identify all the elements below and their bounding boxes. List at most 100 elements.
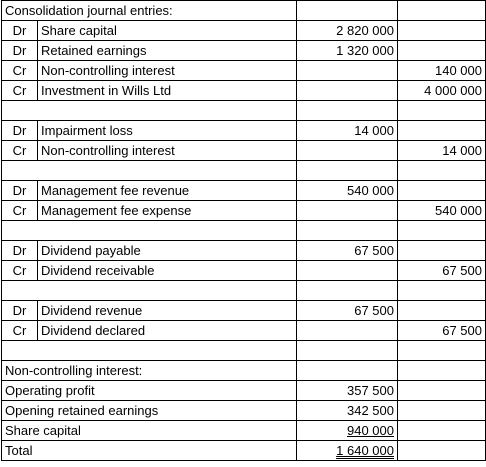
empty-cell <box>397 400 486 421</box>
blank-row <box>1 220 486 241</box>
journal-line: Cr Management fee expense 540 000 <box>1 200 486 221</box>
nci-row: Total 1 640 000 <box>1 440 486 461</box>
account-name: Investment in Wills Ltd <box>37 80 297 101</box>
blank-row <box>1 280 486 301</box>
dr-cr-indicator: Cr <box>1 260 38 281</box>
credit-amount <box>397 180 486 201</box>
journal-line: Cr Investment in Wills Ltd 4 000 000 <box>1 80 486 101</box>
journal-line: Dr Management fee revenue 540 000 <box>1 180 486 201</box>
account-name: Dividend receivable <box>37 260 297 281</box>
empty-cell <box>397 280 486 301</box>
dr-cr-indicator: Cr <box>1 200 38 221</box>
credit-amount <box>397 40 486 61</box>
dr-cr-indicator: Dr <box>1 240 38 261</box>
empty-cell <box>296 340 398 361</box>
debit-amount <box>296 260 398 281</box>
debit-amount <box>296 320 398 341</box>
empty-cell <box>1 340 297 361</box>
empty-cell <box>397 340 486 361</box>
debit-amount: 67 500 <box>296 240 398 261</box>
journal-line: Dr Impairment loss 14 000 <box>1 120 486 141</box>
empty-cell <box>397 360 486 381</box>
account-name: Share capital <box>37 20 297 41</box>
nci-label: Total <box>1 440 297 461</box>
empty-cell <box>296 360 398 381</box>
dr-cr-indicator: Dr <box>1 120 38 141</box>
account-name: Dividend declared <box>37 320 297 341</box>
debit-amount <box>296 80 398 101</box>
account-name: Dividend revenue <box>37 300 297 321</box>
nci-amount: 357 500 <box>296 380 398 401</box>
dr-cr-indicator: Cr <box>1 140 38 161</box>
dr-cr-indicator: Dr <box>1 180 38 201</box>
journal-line: Dr Retained earnings 1 320 000 <box>1 40 486 61</box>
journal-line: Cr Dividend receivable 67 500 <box>1 260 486 281</box>
journal-line: Dr Dividend revenue 67 500 <box>1 300 486 321</box>
journal-line: Cr Non-controlling interest 14 000 <box>1 140 486 161</box>
dr-cr-indicator: Dr <box>1 20 38 41</box>
debit-amount: 14 000 <box>296 120 398 141</box>
account-name: Impairment loss <box>37 120 297 141</box>
nci-row: Share capital 940 000 <box>1 420 486 441</box>
nci-amount-value: 1 640 000 <box>336 443 394 458</box>
account-name: Non-controlling interest <box>37 140 297 161</box>
nci-amount-value: 940 000 <box>347 423 394 438</box>
journal-line: Dr Dividend payable 67 500 <box>1 240 486 261</box>
debit-amount: 67 500 <box>296 300 398 321</box>
credit-amount <box>397 120 486 141</box>
journal-line: Dr Share capital 2 820 000 <box>1 20 486 41</box>
nci-label: Opening retained earnings <box>1 400 297 421</box>
journal-title-row: Consolidation journal entries: <box>1 0 486 21</box>
debit-amount: 2 820 000 <box>296 20 398 41</box>
empty-cell <box>397 100 486 121</box>
journal-title: Consolidation journal entries: <box>1 0 297 21</box>
nci-amount: 1 640 000 <box>296 440 398 461</box>
nci-title-row: Non-controlling interest: <box>1 360 486 381</box>
account-name: Management fee revenue <box>37 180 297 201</box>
dr-cr-indicator: Dr <box>1 40 38 61</box>
blank-row <box>1 160 486 181</box>
credit-amount: 4 000 000 <box>397 80 486 101</box>
account-name: Management fee expense <box>37 200 297 221</box>
empty-cell <box>1 160 297 181</box>
credit-amount: 67 500 <box>397 260 486 281</box>
empty-cell <box>397 160 486 181</box>
nci-row: Operating profit 357 500 <box>1 380 486 401</box>
debit-amount: 540 000 <box>296 180 398 201</box>
empty-cell <box>397 420 486 441</box>
credit-amount: 14 000 <box>397 140 486 161</box>
journal-line: Cr Non-controlling interest 140 000 <box>1 60 486 81</box>
dr-cr-indicator: Dr <box>1 300 38 321</box>
account-name: Non-controlling interest <box>37 60 297 81</box>
credit-amount <box>397 20 486 41</box>
dr-cr-indicator: Cr <box>1 320 38 341</box>
empty-cell <box>397 380 486 401</box>
nci-label: Share capital <box>1 420 297 441</box>
credit-amount: 140 000 <box>397 60 486 81</box>
blank-row <box>1 100 486 121</box>
empty-cell <box>1 280 297 301</box>
nci-amount: 940 000 <box>296 420 398 441</box>
journal-line: Cr Dividend declared 67 500 <box>1 320 486 341</box>
nci-row: Opening retained earnings 342 500 <box>1 400 486 421</box>
blank-row <box>1 340 486 361</box>
empty-cell <box>296 160 398 181</box>
debit-amount <box>296 200 398 221</box>
credit-amount <box>397 240 486 261</box>
empty-cell <box>397 440 486 461</box>
empty-cell <box>296 100 398 121</box>
dr-cr-indicator: Cr <box>1 80 38 101</box>
account-name: Retained earnings <box>37 40 297 61</box>
debit-amount: 1 320 000 <box>296 40 398 61</box>
credit-amount: 67 500 <box>397 320 486 341</box>
empty-cell <box>296 280 398 301</box>
nci-label: Operating profit <box>1 380 297 401</box>
credit-amount: 540 000 <box>397 200 486 221</box>
nci-title: Non-controlling interest: <box>1 360 297 381</box>
empty-cell <box>296 0 398 21</box>
debit-amount <box>296 140 398 161</box>
dr-cr-indicator: Cr <box>1 60 38 81</box>
nci-amount: 342 500 <box>296 400 398 421</box>
debit-amount <box>296 60 398 81</box>
